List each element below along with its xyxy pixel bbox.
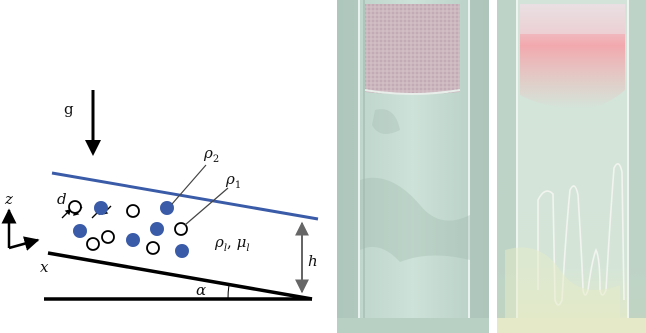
density-light-label: ρ1: [225, 170, 241, 191]
height-label: h: [308, 252, 318, 270]
angle-label: α: [196, 281, 206, 299]
fluid-properties-label: ρl, μl: [214, 233, 250, 254]
angle-arc: [227, 284, 230, 300]
coordinate-axes: [1, 208, 40, 251]
particles: [68, 200, 189, 258]
photo-fingering: [497, 0, 646, 333]
heavy-particle: [150, 222, 164, 236]
leader-rho1: [184, 187, 229, 226]
light-particle: [126, 204, 140, 218]
inclined-wall: [47, 251, 313, 301]
heavy-particle: [94, 201, 108, 215]
photo-initial: [337, 0, 489, 333]
suspension-block: [365, 4, 460, 95]
axis-z-label: z: [4, 190, 13, 208]
heavy-particle: [73, 224, 87, 238]
light-particle: [174, 222, 188, 236]
light-particle: [68, 200, 82, 214]
light-particle: [101, 230, 115, 244]
light-particle: [86, 237, 100, 251]
diameter-label: d: [57, 190, 67, 208]
free-surface-line: [51, 171, 319, 221]
axis-x-label: x: [40, 258, 49, 276]
gravity-label: g: [64, 100, 74, 118]
leader-rho2: [171, 164, 207, 205]
heavy-particle: [126, 233, 140, 247]
gravity-arrow: [85, 90, 101, 156]
light-particle: [146, 241, 160, 255]
density-heavy-label: ρ2: [203, 144, 219, 165]
schematic: g α h z x d: [1, 90, 319, 301]
heavy-particle: [160, 201, 174, 215]
heavy-particle: [175, 244, 189, 258]
